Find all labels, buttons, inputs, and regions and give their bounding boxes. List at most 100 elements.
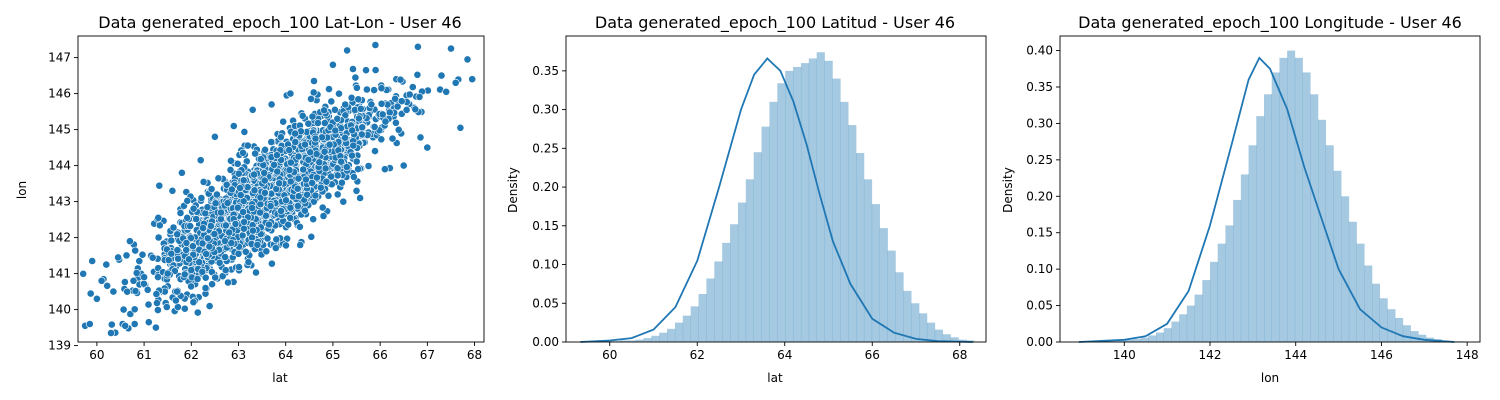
scatter-point [203,203,212,212]
scatter-point [315,158,324,167]
scatter-point [182,238,191,247]
scatter-point [371,41,380,49]
histogram-bar [1271,72,1280,343]
scatter-point [325,140,334,149]
scatter-point [320,106,328,115]
scatter-point [356,104,365,113]
y-tick-label: 0.05 [532,296,559,310]
scatter-point [308,112,317,121]
scatter-point [253,240,262,249]
scatter-point [187,282,195,291]
scatter-point [225,228,234,237]
scatter-point [348,151,356,160]
y-tick-label: 147 [48,51,71,65]
scatter-point [337,178,346,187]
histogram-bar [1132,339,1141,342]
x-tick-label: 61 [136,348,151,362]
histogram-bar [777,83,786,342]
scatter-point [130,320,139,328]
scatter-point [442,87,451,96]
longitude-histogram-axes-frame [1059,35,1481,343]
scatter-point [399,161,408,170]
scatter-point [187,266,196,274]
histogram-bar [769,101,778,342]
scatter-point [310,77,318,85]
scatter-point [286,203,295,212]
scatter-point [169,223,178,232]
scatter-point [301,175,310,184]
histogram-bar [879,228,888,342]
scatter-point [226,165,235,174]
scatter-point [114,253,122,262]
scatter-point [240,127,249,136]
histogram-bar [667,328,676,342]
histogram-bar [753,152,762,342]
histogram-bar [1264,94,1273,342]
scatter-point [243,141,252,150]
histogram-bar [950,337,959,342]
histogram-bar [1279,57,1288,343]
y-tick-label: 0.35 [532,64,559,78]
scatter-point [299,165,308,174]
scatter-point [193,308,202,317]
scatter-point [304,155,313,164]
histogram-bar [643,338,652,342]
scatter-point [132,268,141,277]
scatter-point [358,123,367,132]
scatter-point [279,117,288,126]
scatter-point [119,305,128,314]
scatter-point [130,305,139,314]
x-tick-label: 64 [278,348,293,362]
scatter-point [343,46,351,55]
scatter-point [377,84,386,93]
scatter-point [131,287,140,295]
latitude-histogram-marks [580,52,975,343]
histogram-bar [824,60,833,342]
scatter-point [97,276,106,285]
scatter-point [186,222,195,230]
scatter-point [333,114,342,123]
scatter-point [221,253,229,261]
scatter-point [362,85,371,94]
scatter-axes-frame [77,35,485,343]
y-tick-label: 144 [48,159,71,173]
scatter-point [354,95,363,104]
scatter-point [88,257,97,265]
scatter-point [231,219,240,228]
latitude-histogram-axes-frame [565,35,987,343]
scatter-point [349,172,358,181]
x-tick-label: 142 [1199,348,1222,362]
scatter-point [189,298,198,307]
x-tick-label: 63 [231,348,246,362]
scatter-point [405,90,414,99]
scatter-point [121,278,129,286]
scatter-point [271,244,280,252]
scatter-point [140,273,148,282]
scatter-point [263,234,272,243]
histogram-bar [651,335,660,342]
scatter-point [291,129,299,138]
histogram-bar [942,334,951,342]
scatter-point [131,246,140,255]
scatter-point [193,275,202,283]
y-tick-label: 142 [48,231,71,245]
y-tick-label: 139 [48,339,71,353]
histogram-bar [895,272,904,342]
scatter-point [199,224,207,232]
scatter-point [168,186,177,195]
scatter-point [186,234,195,242]
longitude-histogram-ticks: 140 142 144 146 148 0.00 0.05 0.10 0.15 0.20 0.25 0… [1026,44,1478,362]
scatter-point [261,145,269,154]
scatter-point [352,157,361,166]
y-tick-label: 0.15 [532,219,559,233]
histogram-bar [911,303,920,342]
scatter-point [316,183,325,192]
x-tick-label: 140 [1113,348,1136,362]
histogram-bar [1294,57,1303,343]
histogram-bar [1117,340,1126,342]
y-tick-label: 146 [48,87,71,101]
y-tick-label: 0.25 [1026,153,1053,167]
scatter-point [273,167,282,176]
scatter-point [183,196,192,205]
scatter-point [322,177,331,186]
